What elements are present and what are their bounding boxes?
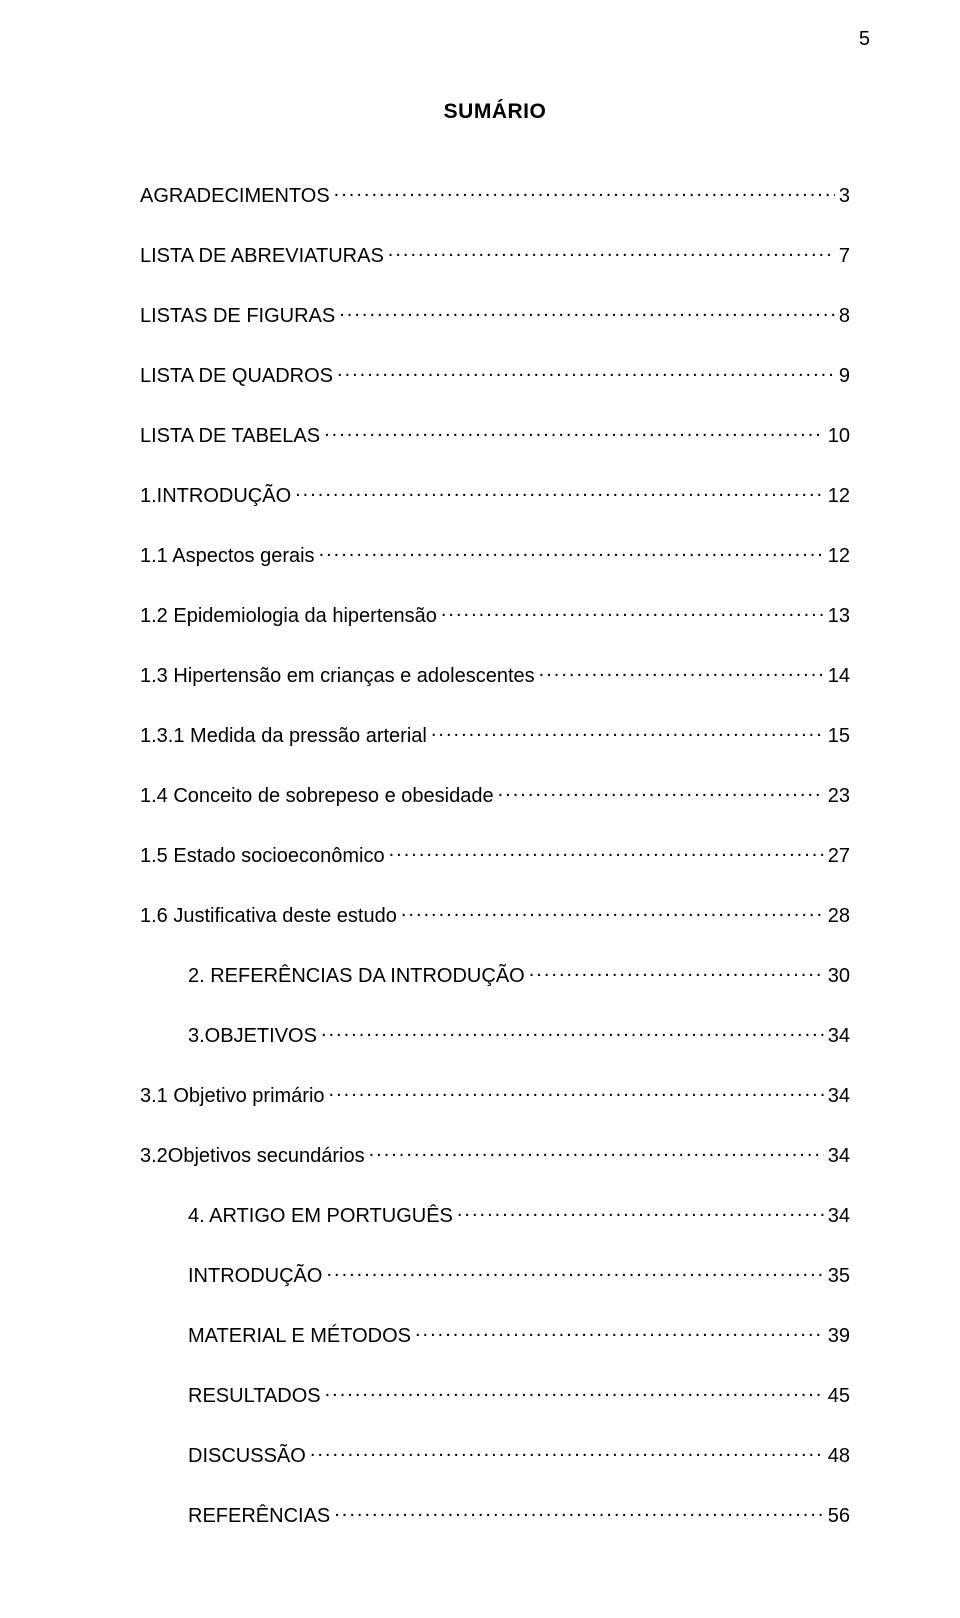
toc-entry-label: INTRODUÇÃO xyxy=(188,1265,322,1288)
toc-leader-dots xyxy=(441,598,824,622)
toc-entry-label: LISTAS DE FIGURAS xyxy=(140,305,335,328)
toc-entry: 3.1 Objetivo primário 34 xyxy=(140,1078,850,1108)
toc-entry: 1.2 Epidemiologia da hipertensão 13 xyxy=(140,598,850,628)
toc-leader-dots xyxy=(321,1018,824,1042)
toc-entry: INTRODUÇÃO 35 xyxy=(140,1258,850,1288)
toc-entry-label: LISTA DE ABREVIATURAS xyxy=(140,245,384,268)
toc-entry-page: 35 xyxy=(828,1265,850,1288)
toc-entry: 1.INTRODUÇÃO 12 xyxy=(140,478,850,508)
toc-entry-page: 12 xyxy=(828,545,850,568)
toc-entry-label: RESULTADOS xyxy=(188,1385,321,1408)
toc-entry: DISCUSSÃO 48 xyxy=(140,1438,850,1468)
toc-entry: LISTA DE ABREVIATURAS 7 xyxy=(140,238,850,268)
toc-entry-label: 1.5 Estado socioeconômico xyxy=(140,845,385,868)
toc-entry-label: REFERÊNCIAS xyxy=(188,1505,330,1528)
toc-entry-page: 56 xyxy=(828,1505,850,1528)
toc-entry-label: LISTA DE QUADROS xyxy=(140,365,333,388)
toc-entry: 1.6 Justificativa deste estudo 28 xyxy=(140,898,850,928)
toc-entry-label: MATERIAL E MÉTODOS xyxy=(188,1325,411,1348)
toc-entry-label: 3.OBJETIVOS xyxy=(188,1025,317,1048)
page-title: SUMÁRIO xyxy=(140,100,850,124)
table-of-contents: AGRADECIMENTOS3LISTA DE ABREVIATURAS7LIS… xyxy=(140,178,850,1528)
toc-entry-label: 1.6 Justificativa deste estudo xyxy=(140,905,397,928)
toc-entry-page: 15 xyxy=(828,725,850,748)
toc-entry: 2. REFERÊNCIAS DA INTRODUÇÃO 30 xyxy=(140,958,850,988)
toc-entry-page: 9 xyxy=(839,365,850,388)
toc-leader-dots xyxy=(319,538,824,562)
toc-entry: 1.4 Conceito de sobrepeso e obesidade 23 xyxy=(140,778,850,808)
toc-entry: 1.3 Hipertensão em crianças e adolescent… xyxy=(140,658,850,688)
toc-entry-label: DISCUSSÃO xyxy=(188,1445,306,1468)
toc-entry-page: 39 xyxy=(828,1325,850,1348)
page-number: 5 xyxy=(859,28,870,51)
toc-entry: 1.5 Estado socioeconômico 27 xyxy=(140,838,850,868)
toc-entry-page: 34 xyxy=(828,1145,850,1168)
toc-leader-dots xyxy=(324,418,824,442)
toc-leader-dots xyxy=(329,1078,824,1102)
toc-entry: 1.1 Aspectos gerais 12 xyxy=(140,538,850,568)
toc-leader-dots xyxy=(334,178,835,202)
toc-entry: 3.OBJETIVOS 34 xyxy=(140,1018,850,1048)
toc-entry-label: 3.2Objetivos secundários xyxy=(140,1145,365,1168)
toc-entry: LISTAS DE FIGURAS 8 xyxy=(140,298,850,328)
toc-leader-dots xyxy=(431,718,824,742)
toc-entry-page: 45 xyxy=(828,1385,850,1408)
toc-entry-label: 3.1 Objetivo primário xyxy=(140,1085,325,1108)
toc-entry-label: 4. ARTIGO EM PORTUGUÊS xyxy=(188,1205,453,1228)
document-page: 5 SUMÁRIO AGRADECIMENTOS 3 LISTA DE ABREVI… xyxy=(0,0,960,1618)
toc-entry-label: 1.3.1 Medida da pressão arterial xyxy=(140,725,427,748)
toc-leader-dots xyxy=(498,778,824,802)
toc-leader-dots xyxy=(334,1498,824,1522)
toc-entry-label: LISTA DE TABELAS xyxy=(140,425,320,448)
toc-entry-page: 10 xyxy=(828,425,850,448)
toc-entry: RESULTADOS 45 xyxy=(140,1378,850,1408)
toc-entry-page: 30 xyxy=(828,965,850,988)
toc-entry-page: 28 xyxy=(828,905,850,928)
toc-entry-page: 14 xyxy=(828,665,850,688)
toc-leader-dots xyxy=(337,358,835,382)
toc-entry: LISTA DE QUADROS 9 xyxy=(140,358,850,388)
toc-leader-dots xyxy=(339,298,835,322)
toc-entry-page: 23 xyxy=(828,785,850,808)
toc-entry-page: 34 xyxy=(828,1205,850,1228)
toc-leader-dots xyxy=(295,478,824,502)
toc-leader-dots xyxy=(388,238,835,262)
toc-entry-label: AGRADECIMENTOS xyxy=(140,185,330,208)
toc-leader-dots xyxy=(369,1138,824,1162)
toc-entry-page: 7 xyxy=(839,245,850,268)
toc-entry-label: 1.4 Conceito de sobrepeso e obesidade xyxy=(140,785,494,808)
toc-entry-page: 34 xyxy=(828,1085,850,1108)
toc-entry-label: 1.2 Epidemiologia da hipertensão xyxy=(140,605,437,628)
toc-entry-page: 27 xyxy=(828,845,850,868)
toc-leader-dots xyxy=(401,898,824,922)
toc-entry: AGRADECIMENTOS 3 xyxy=(140,178,850,208)
toc-entry-label: 1.INTRODUÇÃO xyxy=(140,485,291,508)
toc-leader-dots xyxy=(529,958,824,982)
toc-leader-dots xyxy=(389,838,824,862)
toc-leader-dots xyxy=(310,1438,824,1462)
toc-entry-page: 48 xyxy=(828,1445,850,1468)
toc-entry: REFERÊNCIAS 56 xyxy=(140,1498,850,1528)
toc-entry: LISTA DE TABELAS 10 xyxy=(140,418,850,448)
toc-entry-label: 2. REFERÊNCIAS DA INTRODUÇÃO xyxy=(188,965,525,988)
toc-leader-dots xyxy=(325,1378,824,1402)
toc-entry-label: 1.1 Aspectos gerais xyxy=(140,545,315,568)
toc-entry-page: 12 xyxy=(828,485,850,508)
toc-entry: 1.3.1 Medida da pressão arterial 15 xyxy=(140,718,850,748)
toc-leader-dots xyxy=(326,1258,823,1282)
toc-leader-dots xyxy=(539,658,824,682)
toc-entry: 4. ARTIGO EM PORTUGUÊS 34 xyxy=(140,1198,850,1228)
toc-entry-page: 8 xyxy=(839,305,850,328)
toc-entry-page: 13 xyxy=(828,605,850,628)
toc-leader-dots xyxy=(457,1198,824,1222)
toc-entry-page: 3 xyxy=(839,185,850,208)
toc-entry-label: 1.3 Hipertensão em crianças e adolescent… xyxy=(140,665,535,688)
toc-entry: 3.2Objetivos secundários 34 xyxy=(140,1138,850,1168)
toc-entry-page: 34 xyxy=(828,1025,850,1048)
toc-leader-dots xyxy=(415,1318,824,1342)
toc-entry: MATERIAL E MÉTODOS 39 xyxy=(140,1318,850,1348)
